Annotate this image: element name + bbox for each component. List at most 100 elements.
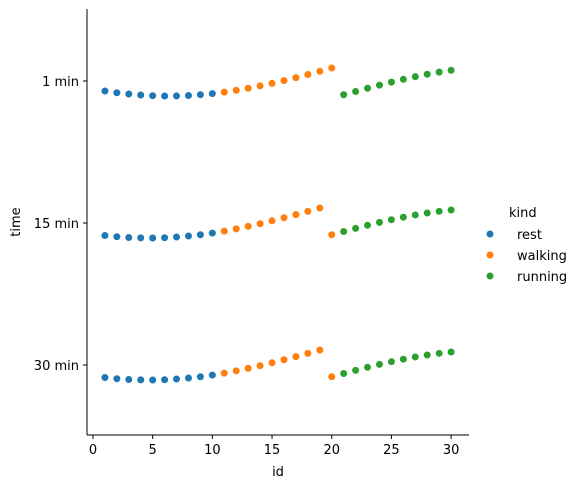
legend-entry-running: running <box>486 270 567 285</box>
data-point-walking <box>292 74 300 82</box>
data-point-running <box>340 91 348 99</box>
y-tick-label: 30 min <box>34 359 79 374</box>
data-point-walking <box>304 349 312 357</box>
data-point-walking <box>328 231 336 239</box>
data-point-running <box>387 216 395 224</box>
data-point-running <box>435 349 443 357</box>
axes-layer <box>86 9 469 436</box>
data-point-rest <box>184 91 192 99</box>
data-point-rest <box>149 92 157 100</box>
data-point-walking <box>256 362 264 370</box>
data-point-walking <box>304 207 312 215</box>
data-point-running <box>411 211 419 219</box>
data-point-rest <box>196 91 204 99</box>
data-point-rest <box>208 90 216 98</box>
data-point-rest <box>125 233 133 241</box>
legend-marker-running <box>486 272 494 280</box>
data-point-running <box>375 81 383 89</box>
data-point-rest <box>173 233 181 241</box>
data-point-walking <box>220 227 228 235</box>
x-tick-label: 10 <box>204 443 221 458</box>
data-point-walking <box>256 82 264 90</box>
data-point-rest <box>113 375 121 383</box>
legend-title: kind <box>509 206 537 221</box>
data-point-rest <box>161 92 169 100</box>
data-point-running <box>364 221 372 229</box>
data-point-rest <box>184 374 192 382</box>
data-point-walking <box>280 77 288 85</box>
data-point-running <box>423 70 431 78</box>
x-tick-label: 30 <box>443 443 460 458</box>
data-point-running <box>435 207 443 215</box>
x-tick-label: 20 <box>323 443 340 458</box>
data-point-rest <box>101 374 109 382</box>
data-point-walking <box>316 204 324 212</box>
data-point-rest <box>196 231 204 239</box>
data-point-walking <box>316 346 324 354</box>
data-point-running <box>387 358 395 366</box>
data-point-walking <box>268 79 276 87</box>
y-tick-label: 1 min <box>42 75 79 90</box>
data-point-running <box>352 224 360 232</box>
data-point-rest <box>137 91 145 99</box>
data-point-running <box>364 363 372 371</box>
data-point-running <box>375 360 383 368</box>
data-point-walking <box>244 84 252 92</box>
data-point-walking <box>220 369 228 377</box>
data-point-walking <box>316 67 324 75</box>
data-point-rest <box>184 232 192 240</box>
y-axis-label: time <box>9 207 24 236</box>
data-point-rest <box>125 90 133 98</box>
data-point-walking <box>268 217 276 225</box>
data-point-rest <box>196 373 204 381</box>
data-point-walking <box>328 373 336 381</box>
points-layer <box>101 64 455 384</box>
data-point-running <box>447 206 455 214</box>
data-point-rest <box>113 233 121 241</box>
legend-marker-rest <box>486 230 494 238</box>
x-tick-label: 5 <box>149 443 157 458</box>
data-point-running <box>447 348 455 356</box>
data-point-walking <box>232 225 240 233</box>
legend-entry-walking: walking <box>486 249 567 264</box>
data-point-walking <box>328 64 336 72</box>
data-point-rest <box>101 87 109 95</box>
data-point-rest <box>161 376 169 384</box>
y-ticks: 1 min 15 min 30 min <box>34 75 87 374</box>
data-point-rest <box>101 232 109 240</box>
data-point-rest <box>173 375 181 383</box>
data-point-walking <box>244 222 252 230</box>
data-point-walking <box>304 71 312 79</box>
data-point-running <box>423 209 431 217</box>
legend-entry-rest: rest <box>486 228 542 243</box>
data-point-walking <box>292 211 300 219</box>
data-point-rest <box>149 234 157 242</box>
data-point-rest <box>149 376 157 384</box>
data-point-walking <box>256 220 264 228</box>
data-point-rest <box>161 234 169 242</box>
x-tick-label: 0 <box>89 443 97 458</box>
data-point-running <box>340 228 348 236</box>
data-point-walking <box>220 88 228 96</box>
data-point-walking <box>280 214 288 222</box>
data-point-running <box>423 351 431 359</box>
legend: kind rest walking running <box>486 206 567 285</box>
data-point-rest <box>208 371 216 379</box>
x-tick-label: 25 <box>383 443 400 458</box>
data-point-rest <box>125 375 133 383</box>
data-point-rest <box>113 89 121 97</box>
data-point-walking <box>280 356 288 364</box>
data-point-running <box>435 68 443 76</box>
x-tick-label: 15 <box>264 443 281 458</box>
data-point-rest <box>173 92 181 100</box>
data-point-running <box>399 213 407 221</box>
data-point-running <box>447 66 455 74</box>
data-point-running <box>411 353 419 361</box>
legend-label-walking: walking <box>517 249 567 264</box>
data-point-rest <box>137 234 145 242</box>
data-point-rest <box>208 229 216 237</box>
data-point-running <box>375 218 383 226</box>
x-ticks: 0 5 10 15 20 25 30 <box>89 435 460 458</box>
y-tick-label: 15 min <box>34 217 79 232</box>
data-point-running <box>399 355 407 363</box>
